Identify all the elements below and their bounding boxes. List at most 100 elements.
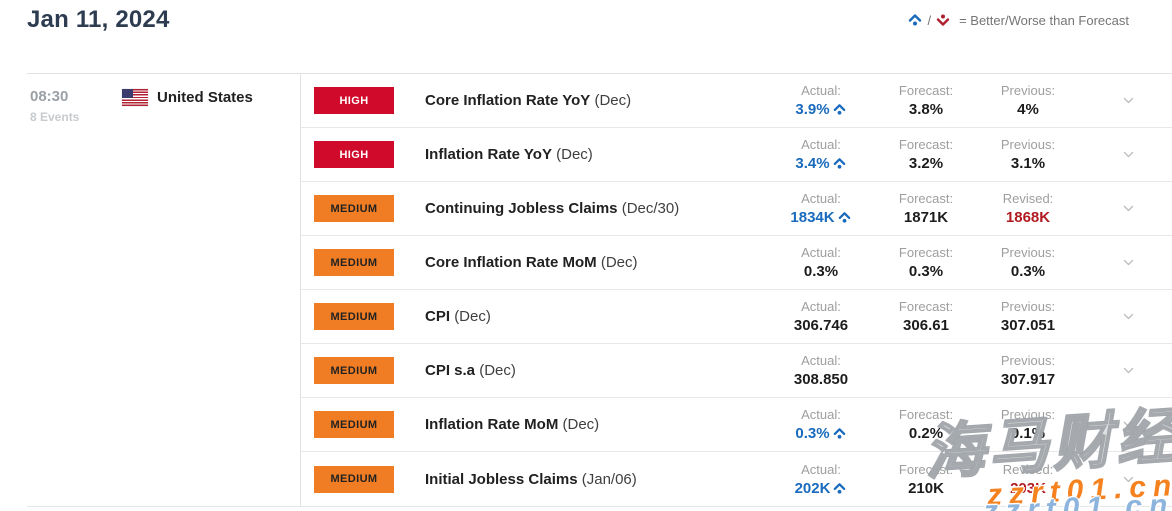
- actual-value: 3.4%: [795, 156, 846, 171]
- event-row[interactable]: MEDIUM Continuing Jobless Claims (Dec/30…: [301, 182, 1172, 236]
- actual-text: 308.850: [793, 371, 849, 388]
- legend: / = Better/Worse than Forecast: [907, 12, 1129, 28]
- expand-cell: [1084, 364, 1172, 377]
- chevron-down-icon[interactable]: [1122, 418, 1135, 431]
- previous-label: Previous:: [1000, 407, 1056, 422]
- actual-label: Actual:: [801, 299, 841, 314]
- session-time: 08:30: [30, 88, 69, 105]
- event-row[interactable]: MEDIUM CPI (Dec) Actual: 306.746 Forecas…: [301, 290, 1172, 344]
- forecast-value: 3.8%: [908, 101, 944, 118]
- forecast-cell: [880, 368, 972, 373]
- previous-label: Previous:: [1000, 83, 1056, 98]
- page-title: Jan 11, 2024: [27, 6, 170, 33]
- forecast-value: 210K: [908, 479, 944, 497]
- event-row[interactable]: MEDIUM Inflation Rate MoM (Dec) Actual: …: [301, 398, 1172, 452]
- event-title: CPI (Dec): [425, 308, 762, 325]
- actual-cell: Actual: 306.746: [762, 300, 880, 333]
- actual-value: 0.3%: [804, 264, 838, 279]
- forecast-label: Forecast:: [898, 299, 954, 314]
- us-flag-icon: [122, 89, 148, 106]
- forecast-value: 0.2%: [908, 425, 944, 442]
- forecast-label: Forecast:: [898, 245, 954, 260]
- session-events-count: 8 Events: [30, 110, 80, 124]
- previous-label: Previous:: [1000, 353, 1056, 368]
- event-title: CPI s.a (Dec): [425, 362, 762, 379]
- importance-badge: MEDIUM: [314, 465, 394, 493]
- previous-cell: Revised: 1868K: [972, 192, 1084, 225]
- event-name: Inflation Rate YoY: [425, 146, 552, 163]
- actual-cell: Actual: 3.4%: [762, 138, 880, 171]
- forecast-cell: Forecast: 306.61: [880, 300, 972, 333]
- event-name: CPI: [425, 308, 451, 325]
- actual-label: Actual:: [801, 191, 841, 206]
- actual-cell: Actual: 308.850: [762, 354, 880, 387]
- importance-badge: HIGH: [314, 87, 394, 114]
- forecast-cell: Forecast: 0.3%: [880, 246, 972, 279]
- actual-text: 202K: [794, 479, 831, 497]
- event-name: Continuing Jobless Claims: [425, 200, 618, 217]
- better-than-forecast-icon: [833, 428, 845, 439]
- previous-label: Previous:: [1000, 299, 1056, 314]
- forecast-cell: Forecast: 1871K: [880, 192, 972, 225]
- chevron-down-icon[interactable]: [1122, 148, 1135, 161]
- event-row[interactable]: HIGH Inflation Rate YoY (Dec) Actual: 3.…: [301, 128, 1172, 182]
- event-name: CPI s.a: [425, 362, 476, 379]
- importance-badge: MEDIUM: [314, 357, 394, 384]
- previous-label: Previous:: [1000, 245, 1056, 260]
- event-title: Inflation Rate MoM (Dec): [425, 416, 762, 433]
- previous-value: 0.3%: [1010, 263, 1046, 280]
- better-than-forecast-icon: [834, 482, 846, 494]
- caret-down-dot-icon: [936, 14, 950, 26]
- session-time-block: 08:30 8 Events: [30, 88, 122, 124]
- previous-label: Revised:: [1002, 191, 1054, 206]
- chevron-down-icon[interactable]: [1122, 94, 1135, 107]
- actual-cell: Actual: 1834K: [762, 192, 880, 225]
- event-period: (Dec): [594, 92, 632, 109]
- event-row[interactable]: MEDIUM Core Inflation Rate MoM (Dec) Act…: [301, 236, 1172, 290]
- actual-value: 1834K: [790, 210, 851, 225]
- session-column: 08:30 8 Events United States: [27, 74, 301, 506]
- page-header: Jan 11, 2024: [27, 6, 170, 34]
- previous-label: Previous:: [1000, 137, 1056, 152]
- event-title: Inflation Rate YoY (Dec): [425, 146, 762, 163]
- chevron-down-icon[interactable]: [1122, 473, 1135, 486]
- chevron-down-icon[interactable]: [1122, 364, 1135, 377]
- forecast-value: 1871K: [903, 209, 949, 226]
- actual-value: 202K: [795, 481, 848, 496]
- actual-text: 0.3%: [795, 425, 830, 442]
- event-row[interactable]: HIGH Core Inflation Rate YoY (Dec) Actua…: [301, 74, 1172, 128]
- forecast-cell: Forecast: 210K: [880, 463, 972, 496]
- chevron-down-icon[interactable]: [1122, 310, 1135, 323]
- legend-text: = Better/Worse than Forecast: [959, 12, 1129, 28]
- event-title: Continuing Jobless Claims (Dec/30): [425, 200, 762, 217]
- event-period: (Dec): [556, 146, 593, 163]
- actual-text: 0.3%: [803, 263, 839, 280]
- previous-cell: Previous: 307.051: [972, 300, 1084, 333]
- expand-cell: [1084, 418, 1172, 431]
- expand-cell: [1084, 256, 1172, 269]
- importance-badge: MEDIUM: [314, 411, 394, 438]
- forecast-value: 0.3%: [908, 263, 944, 280]
- event-title: Core Inflation Rate MoM (Dec): [425, 254, 762, 271]
- previous-cell: Previous: 3.1%: [972, 138, 1084, 171]
- events-table: 08:30 8 Events United States HIGH Core I…: [27, 73, 1172, 507]
- event-rows: HIGH Core Inflation Rate YoY (Dec) Actua…: [301, 74, 1172, 506]
- previous-value: 0.1%: [1010, 425, 1046, 442]
- forecast-label: Forecast:: [898, 461, 954, 477]
- event-row[interactable]: MEDIUM Initial Jobless Claims (Jan/06) A…: [301, 452, 1172, 506]
- expand-cell: [1084, 94, 1172, 107]
- actual-label: Actual:: [801, 461, 841, 477]
- actual-label: Actual:: [801, 407, 841, 422]
- actual-value: 3.9%: [795, 102, 846, 117]
- country: United States: [122, 89, 253, 106]
- event-row[interactable]: MEDIUM CPI s.a (Dec) Actual: 308.850 Pre…: [301, 344, 1172, 398]
- previous-cell: Previous: 0.3%: [972, 246, 1084, 279]
- event-name: Core Inflation Rate MoM: [425, 254, 597, 271]
- chevron-down-icon[interactable]: [1122, 202, 1135, 215]
- better-than-forecast-icon: [838, 212, 850, 223]
- chevron-down-icon[interactable]: [1122, 256, 1135, 269]
- actual-label: Actual:: [801, 83, 841, 98]
- event-period: (Dec): [479, 362, 516, 379]
- previous-value: 1868K: [1005, 209, 1051, 226]
- actual-value: 0.3%: [795, 426, 846, 441]
